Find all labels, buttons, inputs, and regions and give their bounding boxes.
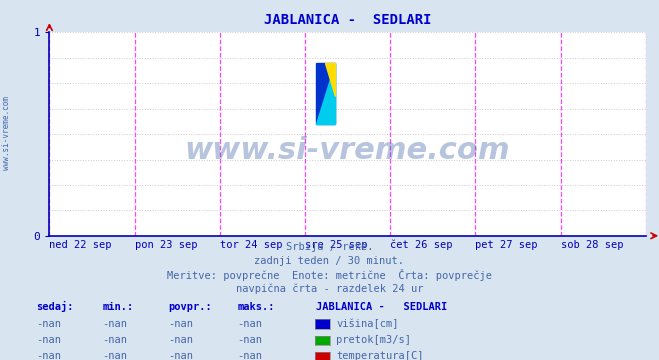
Text: maks.:: maks.: bbox=[237, 302, 275, 312]
Text: povpr.:: povpr.: bbox=[168, 302, 212, 312]
Text: navpična črta - razdelek 24 ur: navpična črta - razdelek 24 ur bbox=[236, 283, 423, 294]
Text: -nan: -nan bbox=[36, 351, 61, 360]
Text: JABLANICA -   SEDLARI: JABLANICA - SEDLARI bbox=[316, 302, 447, 312]
Text: -nan: -nan bbox=[168, 319, 193, 329]
Text: Srbija / reke.: Srbija / reke. bbox=[286, 242, 373, 252]
Text: -nan: -nan bbox=[237, 319, 262, 329]
Text: -nan: -nan bbox=[237, 351, 262, 360]
Text: -nan: -nan bbox=[168, 335, 193, 345]
Text: pretok[m3/s]: pretok[m3/s] bbox=[336, 335, 411, 345]
Text: -nan: -nan bbox=[36, 335, 61, 345]
Title: JABLANICA -  SEDLARI: JABLANICA - SEDLARI bbox=[264, 13, 432, 27]
Text: temperatura[C]: temperatura[C] bbox=[336, 351, 424, 360]
Text: min.:: min.: bbox=[102, 302, 133, 312]
Text: sedaj:: sedaj: bbox=[36, 301, 74, 312]
Polygon shape bbox=[326, 63, 335, 96]
Text: -nan: -nan bbox=[237, 335, 262, 345]
Text: www.si-vreme.com: www.si-vreme.com bbox=[2, 96, 11, 170]
Text: -nan: -nan bbox=[102, 319, 127, 329]
Text: -nan: -nan bbox=[102, 351, 127, 360]
Text: višina[cm]: višina[cm] bbox=[336, 319, 399, 329]
Text: www.si-vreme.com: www.si-vreme.com bbox=[185, 136, 511, 165]
Polygon shape bbox=[316, 63, 335, 124]
Text: -nan: -nan bbox=[168, 351, 193, 360]
Polygon shape bbox=[316, 63, 335, 124]
Text: Meritve: povprečne  Enote: metrične  Črta: povprečje: Meritve: povprečne Enote: metrične Črta:… bbox=[167, 269, 492, 282]
Text: -nan: -nan bbox=[36, 319, 61, 329]
Text: -nan: -nan bbox=[102, 335, 127, 345]
Text: zadnji teden / 30 minut.: zadnji teden / 30 minut. bbox=[254, 256, 405, 266]
